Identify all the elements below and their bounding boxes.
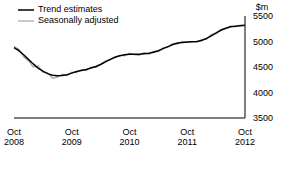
svg-text:4000: 4000 [253, 88, 273, 98]
svg-text:Oct2010: Oct2010 [119, 127, 139, 147]
svg-text:5500: 5500 [253, 11, 273, 21]
svg-text:Oct2008: Oct2008 [8, 127, 24, 147]
html-text:Trend estimates: Trend estimates [38, 4, 103, 14]
svg-text:Oct2012: Oct2012 [235, 127, 255, 147]
svg-text:4500: 4500 [253, 62, 273, 72]
svg-text:Oct2011: Oct2011 [178, 127, 197, 147]
svg-text:$m: $m [256, 2, 269, 12]
html-text:Seasonally adjusted: Seasonally adjusted [38, 15, 119, 25]
svg-text:3500: 3500 [253, 113, 273, 123]
svg-text:5000: 5000 [253, 37, 273, 47]
svg-text:Oct2009: Oct2009 [62, 127, 82, 147]
